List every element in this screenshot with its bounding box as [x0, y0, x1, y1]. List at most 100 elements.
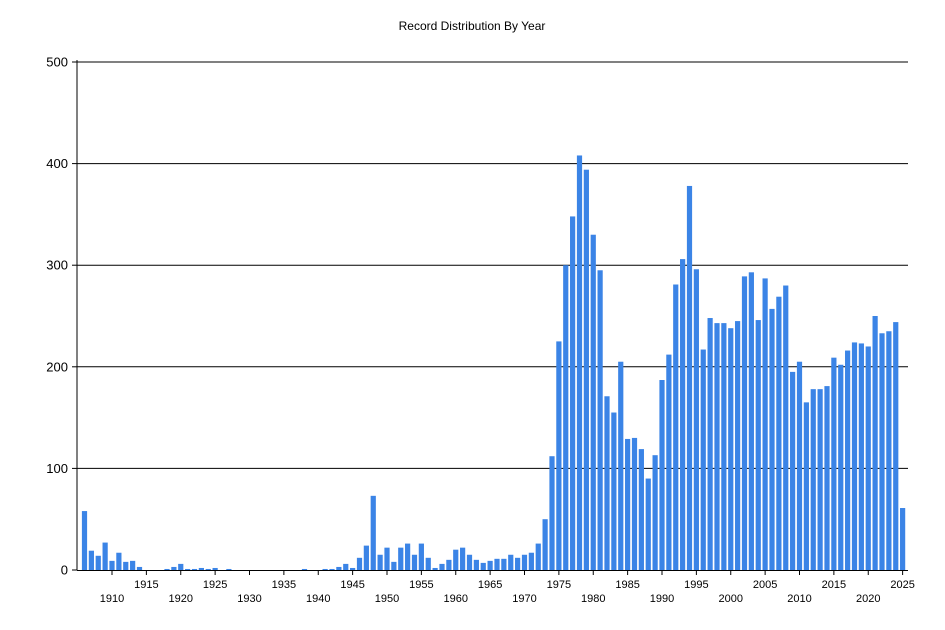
- bar-1919: [171, 566, 177, 570]
- bar-2012: [810, 389, 816, 570]
- bar-1985: [625, 438, 631, 570]
- bar-2021: [872, 316, 878, 570]
- bar-1990: [659, 380, 665, 570]
- x-tick-label-1970: 1970: [512, 593, 536, 605]
- bar-2001: [735, 321, 741, 570]
- x-tick-label-2000: 2000: [719, 593, 743, 605]
- bar-1997: [707, 318, 713, 570]
- bar-2019: [858, 343, 864, 570]
- bar-1911: [116, 552, 122, 570]
- bar-1942: [329, 568, 335, 570]
- bar-1908: [95, 555, 101, 570]
- bar-1992: [673, 284, 679, 570]
- y-tick-label-400: 400: [46, 156, 68, 171]
- x-tick-label-1960: 1960: [444, 593, 468, 605]
- bar-1943: [336, 566, 342, 570]
- bar-1982: [604, 396, 610, 570]
- bar-1975: [556, 341, 562, 570]
- bar-2015: [831, 357, 837, 570]
- x-tick-label-2025: 2025: [890, 579, 914, 591]
- bar-1910: [109, 560, 115, 570]
- bar-1978: [576, 155, 583, 570]
- bar-2004: [755, 320, 761, 570]
- bar-1947: [363, 545, 369, 570]
- bar-1961: [460, 547, 466, 570]
- bar-1989: [652, 455, 658, 570]
- bar-1973: [542, 519, 548, 570]
- bar-1922: [191, 568, 198, 570]
- bar-2022: [879, 333, 885, 570]
- bar-1948: [370, 495, 376, 570]
- bar-1951: [391, 561, 397, 570]
- bar-1970: [521, 554, 528, 570]
- bar-1957: [432, 567, 438, 570]
- bar-1967: [501, 558, 507, 570]
- y-tick-label-200: 200: [46, 359, 68, 374]
- bar-1963: [473, 559, 479, 570]
- bar-1953: [405, 543, 411, 570]
- x-tick-label-1925: 1925: [203, 579, 227, 591]
- bars: [81, 155, 906, 570]
- x-tick-label-2020: 2020: [856, 593, 880, 605]
- bar-1921: [185, 568, 191, 570]
- bar-1971: [528, 552, 534, 570]
- bar-2008: [783, 285, 789, 570]
- bar-1998: [714, 323, 720, 570]
- bar-1991: [666, 354, 672, 570]
- x-tick-label-2015: 2015: [822, 579, 846, 591]
- x-tick-label-1990: 1990: [650, 593, 674, 605]
- bar-1952: [398, 547, 404, 570]
- bar-1925: [212, 567, 218, 570]
- bar-2014: [824, 386, 830, 570]
- y-tick-label-500: 500: [46, 55, 68, 70]
- bar-2002: [741, 276, 748, 570]
- bar-1981: [597, 270, 603, 570]
- x-tick-label-1955: 1955: [409, 579, 433, 591]
- bar-1954: [411, 554, 418, 570]
- bar-1941: [322, 568, 328, 570]
- x-tick-label-1950: 1950: [375, 593, 399, 605]
- bar-2025: [900, 508, 906, 570]
- bar-2024: [893, 322, 899, 570]
- chart-title: Record Distribution By Year: [399, 19, 546, 33]
- x-tick-label-1920: 1920: [169, 593, 193, 605]
- bar-2003: [748, 272, 754, 570]
- x-tick-label-1980: 1980: [581, 593, 605, 605]
- bar-2000: [728, 328, 734, 570]
- bar-1923: [198, 567, 204, 570]
- bar-2023: [886, 331, 892, 570]
- y-tick-label-100: 100: [46, 461, 68, 476]
- bar-1999: [721, 323, 727, 570]
- bar-1983: [611, 412, 617, 570]
- bar-1945: [350, 567, 356, 570]
- bar-1907: [88, 550, 94, 570]
- bar-1909: [102, 542, 108, 570]
- bar-1972: [535, 543, 541, 570]
- y-axis-ticks: 0 100 200 300 400 500: [46, 55, 77, 578]
- x-tick-label-1915: 1915: [134, 579, 158, 591]
- bar-1969: [515, 557, 521, 570]
- bar-1958: [439, 563, 445, 570]
- bar-2018: [851, 342, 858, 570]
- x-axis-ticks: 1915 1925 1935 1945 1955 1965 1975 1985 1995 2005…: [100, 570, 915, 605]
- x-tick-label-1975: 1975: [547, 579, 571, 591]
- bar-1913: [130, 560, 136, 570]
- bar-1944: [343, 563, 349, 570]
- bar-1914: [136, 566, 143, 570]
- bar-1979: [583, 169, 589, 570]
- bar-1976: [563, 265, 569, 570]
- x-tick-label-1940: 1940: [306, 593, 330, 605]
- bar-1980: [590, 234, 596, 570]
- x-tick-label-1910: 1910: [100, 593, 124, 605]
- bar-1918: [164, 568, 170, 570]
- bar-2007: [776, 296, 782, 570]
- bar-1968: [508, 554, 514, 570]
- x-tick-label-2005: 2005: [753, 579, 777, 591]
- bar-1966: [494, 558, 500, 570]
- bar-1955: [418, 543, 424, 570]
- bar-1974: [549, 456, 555, 570]
- bar-1924: [205, 568, 211, 570]
- bar-1912: [123, 561, 129, 570]
